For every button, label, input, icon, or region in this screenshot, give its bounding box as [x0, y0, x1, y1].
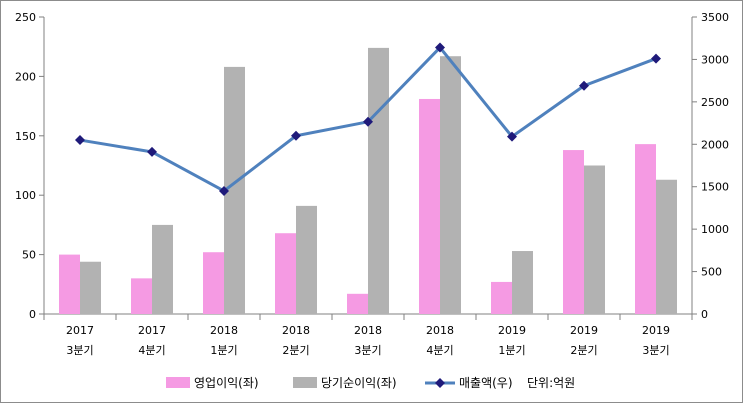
- y-left-tick-label: 150: [15, 130, 36, 143]
- x-tick-label-quarter: 1분기: [210, 344, 237, 357]
- x-tick-label-quarter: 3분기: [354, 344, 381, 357]
- x-tick-label-year: 2018: [282, 324, 310, 337]
- revenue-point: [219, 185, 229, 196]
- x-tick-label-year: 2018: [354, 324, 382, 337]
- legend: 영업이익(좌) 당기순이익(좌) 매출액(우) 단위:억원: [166, 376, 575, 390]
- x-tick-label-year: 2018: [210, 324, 238, 337]
- x-tick-label-quarter: 4분기: [138, 344, 165, 357]
- revenue-point: [579, 80, 589, 91]
- y-left-tick-label: 50: [22, 249, 36, 262]
- y-left-tick-label: 100: [15, 189, 36, 202]
- x-tick-label-year: 2019: [570, 324, 598, 337]
- x-tick-label-quarter: 3분기: [66, 344, 93, 357]
- x-tick-label-year: 2018: [426, 324, 454, 337]
- bar-operating-profit: [419, 98, 440, 314]
- revenue-point: [147, 146, 157, 157]
- bar-net-income: [224, 66, 245, 315]
- unit-note: 단위:억원: [527, 376, 575, 390]
- y-right-tick-label: 0: [701, 308, 708, 321]
- x-tick-label-quarter: 3분기: [642, 344, 669, 357]
- y-right-tick-label: 2000: [701, 138, 729, 151]
- bar-operating-profit: [563, 150, 584, 314]
- x-tick-label-year: 2019: [498, 324, 526, 337]
- revenue-point: [291, 130, 301, 141]
- revenue-point: [507, 131, 517, 142]
- y-right-tick-label: 3500: [701, 11, 729, 24]
- bar-operating-profit: [59, 254, 80, 314]
- x-tick-label-year: 2017: [66, 324, 94, 337]
- x-tick-label-year: 2017: [138, 324, 166, 337]
- bar-net-income: [368, 47, 389, 314]
- bar-net-income: [440, 56, 461, 314]
- legend-swatch-operating-profit: [166, 377, 190, 388]
- y-right-tick-label: 2500: [701, 96, 729, 109]
- x-tick-label-year: 2019: [642, 324, 670, 337]
- x-tick-label-quarter: 2분기: [282, 344, 309, 357]
- x-tick-label-quarter: 2분기: [570, 344, 597, 357]
- bar-operating-profit: [275, 233, 296, 314]
- legend-label-revenue: 매출액(우): [459, 376, 513, 390]
- y-left-tick-label: 200: [15, 70, 36, 83]
- revenue-point: [363, 116, 373, 127]
- legend-label-operating-profit: 영업이익(좌): [194, 376, 259, 390]
- bar-operating-profit: [203, 252, 224, 314]
- bar-net-income: [656, 179, 677, 314]
- y-right-tick-label: 3000: [701, 53, 729, 66]
- bar-net-income: [80, 261, 101, 314]
- bar-net-income: [152, 224, 173, 314]
- revenue-point: [435, 42, 445, 53]
- bar-net-income: [512, 251, 533, 314]
- x-tick-label-quarter: 1분기: [498, 344, 525, 357]
- y-left-tick-label: 250: [15, 11, 36, 24]
- y-right-tick-label: 1000: [701, 223, 729, 236]
- x-tick-label-quarter: 4분기: [426, 344, 453, 357]
- bar-net-income: [296, 205, 317, 314]
- bar-net-income: [584, 165, 605, 314]
- bars: [59, 47, 677, 315]
- revenue-point: [651, 53, 661, 64]
- y-right-tick-label: 500: [701, 266, 722, 279]
- axes: 0501001502002500500100015002000250030003…: [15, 11, 729, 357]
- legend-label-net-income: 당기순이익(좌): [321, 376, 397, 390]
- bar-operating-profit: [131, 278, 152, 314]
- revenue-point: [75, 135, 85, 146]
- y-right-tick-label: 1500: [701, 181, 729, 194]
- bar-operating-profit: [491, 281, 512, 314]
- bar-operating-profit: [347, 293, 368, 314]
- y-left-tick-label: 0: [29, 308, 36, 321]
- legend-swatch-net-income: [293, 377, 317, 388]
- legend-marker-revenue: [435, 378, 445, 388]
- bar-operating-profit: [635, 144, 656, 314]
- revenue-line: [75, 42, 661, 196]
